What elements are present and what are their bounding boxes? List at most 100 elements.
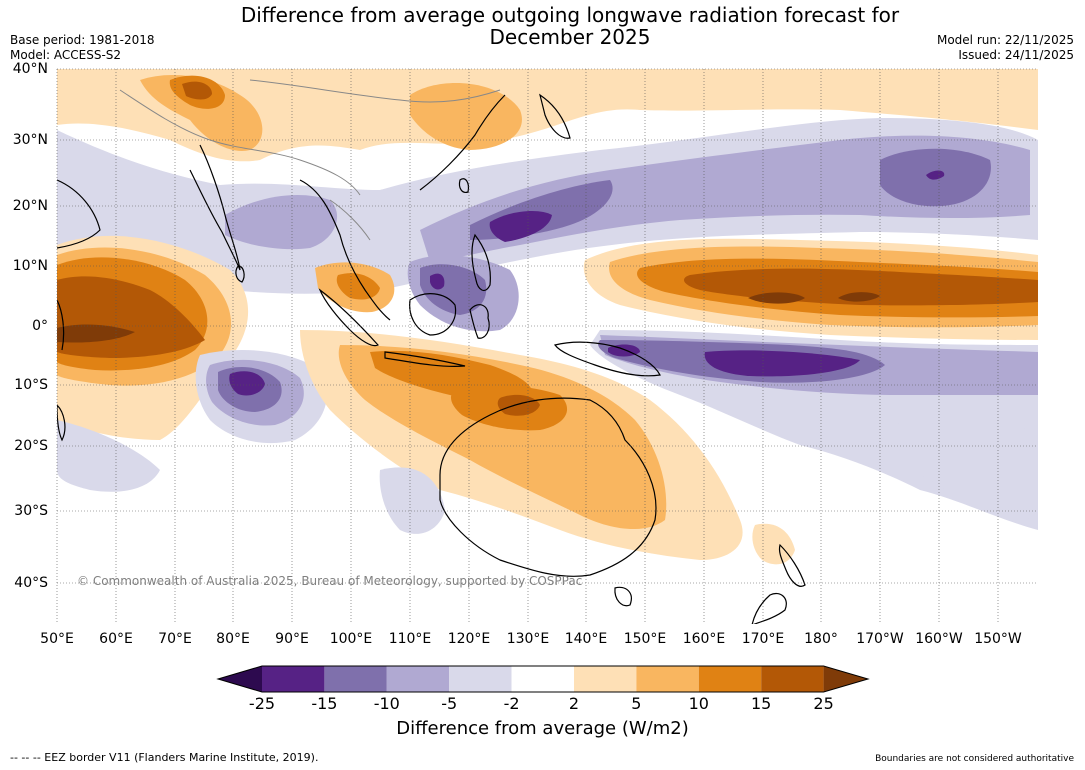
meta-left: Base period: 1981-2018 Model: ACCESS-S2 (10, 33, 155, 63)
lon-label: 50°E (40, 631, 74, 647)
anomaly-pacific-positive-max-1 (748, 292, 805, 304)
lat-label: 40°N (12, 61, 48, 77)
title-line-1: Difference from average outgoing longwav… (240, 3, 900, 27)
coast-sumatra (318, 288, 379, 347)
lon-label: 100°E (329, 631, 373, 647)
colorbar-swatch (262, 666, 325, 692)
anomaly-north-negative-mid (420, 135, 1030, 262)
coast-india (189, 144, 241, 271)
border-himalaya (119, 89, 361, 196)
colorbar-tick: 10 (688, 694, 709, 713)
lon-label: 160°E (682, 631, 726, 647)
anomaly-himalaya-core (182, 81, 212, 100)
country-borders (119, 79, 501, 241)
colorbar-tick: -15 (311, 694, 338, 713)
colorbar (216, 665, 870, 693)
coast-borneo (409, 293, 457, 336)
lat-label: 20°N (12, 198, 48, 214)
coast-tasmania (614, 586, 632, 607)
coast-new-zealand-north (778, 543, 806, 587)
lat-label: 20°S (14, 438, 48, 454)
title-line-2: December 2025 (489, 25, 651, 49)
map-title: Difference from average outgoing longwav… (0, 4, 1085, 48)
anomaly-australia-positive-core (497, 394, 540, 416)
colorbar-swatch (324, 666, 387, 692)
coast-japan (539, 93, 571, 139)
colorbar-extend-high (823, 666, 868, 692)
colorbar-tick: 15 (751, 694, 772, 713)
colorbar-swatch (511, 666, 574, 692)
anomaly-indian-positive-max (57, 324, 135, 343)
coast-sri-lanka (235, 265, 245, 283)
coast-new-zealand-south (751, 592, 787, 624)
anomaly-philippine-negative-core (489, 210, 552, 242)
anomaly-malaysia-positive-strong (336, 273, 380, 300)
colorbar-outline (216, 665, 870, 693)
meta-right: Model run: 22/11/2025 Issued: 24/11/2025 (937, 33, 1074, 63)
colorbar-tick: 5 (631, 694, 642, 713)
coast-philippines (471, 233, 491, 292)
anomaly-indian-south-negative-core (229, 371, 265, 396)
boundaries-note: Boundaries are not considered authoritat… (875, 754, 1074, 764)
border-indochina (329, 199, 371, 241)
lon-label: 120°E (447, 631, 491, 647)
colorbar-tick: -25 (248, 694, 276, 713)
colorbar-swatch (636, 666, 699, 692)
anomaly-bengal-negative (225, 195, 338, 250)
colorbar-tick: -5 (441, 694, 458, 713)
coast-australia (439, 397, 657, 577)
colorbar-swatch (698, 666, 762, 692)
anomaly-field (57, 69, 1038, 624)
colorbar-swatch (761, 666, 824, 692)
coast-java (384, 351, 466, 367)
eez-note: -- -- -- EEZ border V11 (Flanders Marine… (10, 751, 319, 764)
graticule (56, 68, 1038, 624)
lat-label: 30°S (14, 503, 48, 519)
lon-label: 80°E (216, 631, 250, 647)
coast-china (419, 94, 506, 191)
lon-label: 90°E (275, 631, 309, 647)
coast-madagascar (57, 404, 66, 442)
model-name: Model: ACCESS-S2 (10, 48, 122, 62)
coast-sulawesi (469, 304, 490, 339)
anomaly-australia-positive-mid (338, 345, 667, 530)
lat-label: 30°N (12, 132, 48, 148)
lat-label: 10°S (14, 377, 48, 393)
colorbar-tick: 25 (813, 694, 834, 713)
colorbar-tick: -2 (503, 694, 520, 713)
anomaly-china-positive (410, 83, 522, 150)
colorbar-swatch (386, 666, 450, 692)
colorbar-label: Difference from average (W/m2) (396, 718, 689, 739)
anomaly-maritime-negative-core (430, 273, 445, 290)
coast-se-asia (299, 179, 391, 321)
lat-label: 10°N (12, 258, 48, 274)
copyright-notice: © Commonwealth of Australia 2025, Bureau… (77, 574, 583, 588)
lon-label: 160°W (915, 631, 963, 647)
coast-arabia (57, 179, 101, 249)
coast-taiwan (458, 178, 470, 193)
model-run: Model run: 22/11/2025 (936, 33, 1074, 47)
anomaly-pacific-positive-max-2 (838, 292, 880, 302)
lon-label: 130°E (506, 631, 550, 647)
lon-label: 150°E (623, 631, 667, 647)
coast-africa-horn (57, 299, 65, 351)
anomaly-pacific-negative-core (926, 170, 945, 180)
lon-label: 60°E (99, 631, 133, 647)
anomaly-png-negative-core (608, 344, 640, 357)
lon-label: 150°W (974, 631, 1022, 647)
colorbar-swatch (449, 666, 512, 692)
coast-new-guinea (553, 341, 661, 377)
lon-label: 180° (804, 631, 838, 647)
lon-label: 170°W (856, 631, 904, 647)
colorbar-swatch (574, 666, 637, 692)
anomaly-north-positive-band (57, 69, 1038, 162)
coastlines (57, 93, 806, 624)
lat-label: 0° (32, 318, 48, 334)
base-period: Base period: 1981-2018 (10, 33, 155, 47)
border-china-north (249, 79, 501, 103)
colorbar-tick: -10 (373, 694, 400, 713)
issued-date: Issued: 24/11/2025 (958, 48, 1074, 62)
colorbar-tick: 2 (568, 694, 580, 713)
anomaly-north-positive-core (140, 75, 263, 151)
